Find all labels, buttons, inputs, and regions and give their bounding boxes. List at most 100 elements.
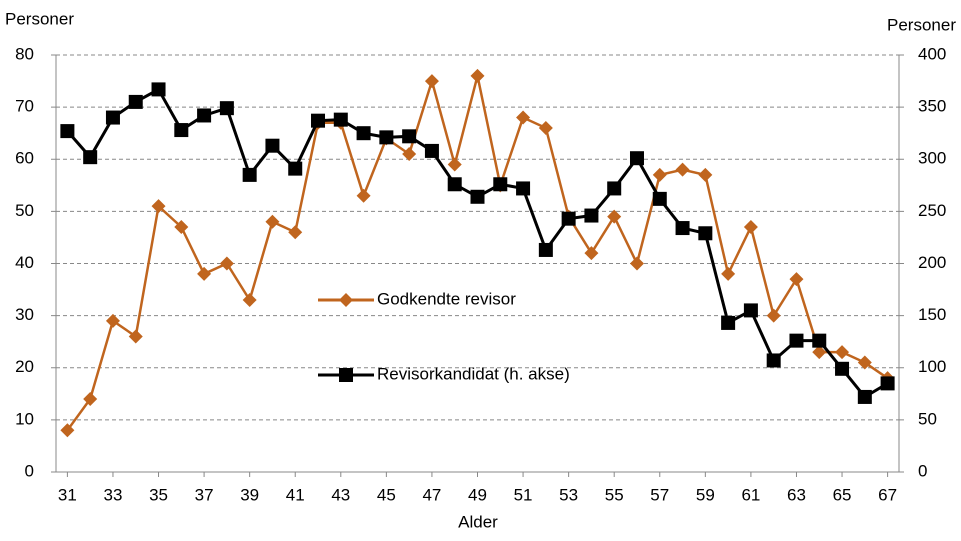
marker bbox=[174, 220, 189, 235]
x-tick-label: 33 bbox=[103, 485, 122, 504]
legend-label: Revisorkandidat (h. akse) bbox=[377, 364, 570, 383]
marker bbox=[789, 333, 804, 348]
marker bbox=[835, 361, 850, 376]
marker bbox=[151, 82, 166, 97]
x-tick-label: 31 bbox=[58, 485, 77, 504]
y-tick-label: 10 bbox=[15, 409, 34, 428]
marker bbox=[60, 423, 75, 438]
marker bbox=[105, 110, 120, 125]
marker bbox=[470, 68, 485, 83]
x-axis-title: Alder bbox=[458, 512, 498, 531]
marker bbox=[584, 208, 599, 223]
marker bbox=[265, 138, 280, 153]
marker bbox=[447, 177, 462, 192]
marker bbox=[607, 181, 622, 196]
marker bbox=[174, 123, 189, 138]
marker bbox=[402, 147, 417, 162]
marker bbox=[128, 329, 143, 344]
marker bbox=[311, 113, 326, 128]
marker bbox=[83, 150, 98, 165]
marker bbox=[288, 161, 303, 176]
marker bbox=[721, 266, 736, 281]
marker bbox=[629, 256, 644, 271]
marker bbox=[288, 225, 303, 240]
marker bbox=[356, 188, 371, 203]
x-tick-label: 57 bbox=[650, 485, 669, 504]
marker bbox=[470, 189, 485, 204]
y2-tick-label: 150 bbox=[918, 305, 946, 324]
marker bbox=[265, 214, 280, 229]
marker bbox=[219, 101, 234, 116]
x-tick-label: 43 bbox=[331, 485, 350, 504]
x-tick-label: 35 bbox=[149, 485, 168, 504]
marker bbox=[447, 157, 462, 172]
marker bbox=[857, 355, 872, 370]
x-tick-label: 45 bbox=[377, 485, 396, 504]
marker bbox=[60, 124, 75, 139]
marker bbox=[128, 94, 143, 109]
marker bbox=[197, 108, 212, 123]
marker bbox=[538, 120, 553, 135]
marker bbox=[698, 226, 713, 241]
marker bbox=[151, 199, 166, 214]
y2-tick-label: 250 bbox=[918, 201, 946, 220]
y2-tick-label: 350 bbox=[918, 97, 946, 116]
marker bbox=[197, 266, 212, 281]
marker bbox=[424, 143, 439, 158]
x-tick-label: 41 bbox=[286, 485, 305, 504]
x-tick-label: 59 bbox=[696, 485, 715, 504]
marker bbox=[812, 345, 827, 360]
marker bbox=[219, 256, 234, 271]
marker bbox=[675, 221, 690, 236]
y2-axis-title: Personer bbox=[887, 15, 956, 34]
marker bbox=[516, 110, 531, 125]
x-tick-label: 67 bbox=[878, 485, 897, 504]
marker bbox=[880, 376, 895, 391]
marker bbox=[356, 126, 371, 141]
x-tick-label: 53 bbox=[559, 485, 578, 504]
marker bbox=[584, 246, 599, 261]
x-tick-label: 47 bbox=[422, 485, 441, 504]
marker bbox=[743, 220, 758, 235]
marker bbox=[812, 333, 827, 348]
marker bbox=[835, 345, 850, 360]
marker bbox=[857, 389, 872, 404]
marker bbox=[561, 211, 576, 226]
x-tick-label: 39 bbox=[240, 485, 259, 504]
legend-marker bbox=[339, 368, 353, 382]
y2-tick-label: 300 bbox=[918, 149, 946, 168]
marker bbox=[242, 292, 257, 307]
marker bbox=[333, 112, 348, 127]
marker bbox=[652, 167, 667, 182]
x-tick-label: 49 bbox=[468, 485, 487, 504]
marker bbox=[743, 303, 758, 318]
marker bbox=[105, 313, 120, 328]
legend-label: Godkendte revisor bbox=[377, 289, 516, 308]
marker bbox=[652, 191, 667, 206]
y-tick-label: 0 bbox=[25, 461, 34, 480]
y-axis-title: Personer bbox=[5, 9, 74, 28]
y2-tick-label: 400 bbox=[918, 44, 946, 63]
marker bbox=[698, 167, 713, 182]
y-tick-label: 80 bbox=[15, 44, 34, 63]
marker bbox=[607, 209, 622, 224]
y-tick-label: 30 bbox=[15, 305, 34, 324]
x-tick-label: 37 bbox=[195, 485, 214, 504]
marker bbox=[721, 315, 736, 330]
y2-tick-label: 0 bbox=[918, 461, 927, 480]
marker bbox=[402, 129, 417, 144]
y2-tick-label: 50 bbox=[918, 409, 937, 428]
x-tick-label: 63 bbox=[787, 485, 806, 504]
marker bbox=[493, 177, 508, 192]
x-tick-label: 51 bbox=[514, 485, 533, 504]
marker bbox=[379, 130, 394, 145]
y2-tick-label: 100 bbox=[918, 357, 946, 376]
y-tick-label: 60 bbox=[15, 149, 34, 168]
marker bbox=[424, 74, 439, 89]
marker bbox=[629, 151, 644, 166]
y-tick-label: 50 bbox=[15, 201, 34, 220]
legend-marker bbox=[339, 293, 353, 307]
y2-tick-label: 200 bbox=[918, 253, 946, 272]
y-tick-label: 70 bbox=[15, 97, 34, 116]
